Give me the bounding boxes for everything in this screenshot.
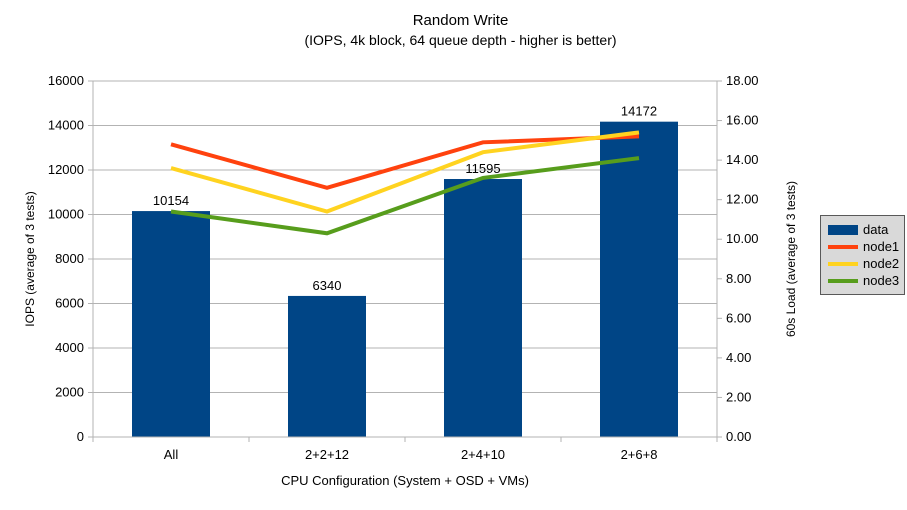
svg-text:16.00: 16.00 [726, 113, 759, 128]
legend-item-data: data [828, 221, 904, 238]
legend-swatch-node3 [828, 278, 858, 283]
svg-text:8000: 8000 [55, 251, 84, 266]
chart-title-block: Random Write (IOPS, 4k block, 64 queue d… [14, 11, 907, 50]
svg-text:0: 0 [77, 429, 84, 444]
svg-text:4000: 4000 [55, 340, 84, 355]
svg-text:2+4+10: 2+4+10 [461, 447, 505, 462]
legend-swatch-node2 [828, 261, 858, 266]
svg-text:18.00: 18.00 [726, 73, 759, 88]
svg-text:12.00: 12.00 [726, 192, 759, 207]
legend: data node1 node2 node3 [820, 215, 905, 295]
legend-swatch-data [828, 224, 858, 235]
axes [88, 80, 722, 442]
line-series [170, 130, 640, 236]
svg-text:2000: 2000 [55, 385, 84, 400]
axis-tick-labels: 0 2000 4000 6000 8000 10000 12000 14000 16000 0.0… [48, 73, 759, 462]
legend-label-node1: node1 [863, 239, 900, 254]
chart-title: Random Write [412, 12, 509, 29]
bar-value-labels: 10154 6340 11595 14172 [153, 104, 657, 293]
svg-text:4.00: 4.00 [726, 350, 751, 365]
legend-label-node2: node2 [863, 256, 900, 271]
legend-item-node1: node1 [828, 238, 904, 255]
legend-item-node3: node3 [828, 272, 904, 289]
svg-text:6000: 6000 [55, 296, 84, 311]
svg-text:8.00: 8.00 [726, 271, 751, 286]
right-axis-title: 60s Load (average of 3 tests) [784, 180, 798, 338]
svg-text:2+6+8: 2+6+8 [621, 447, 658, 462]
svg-text:11595: 11595 [465, 161, 500, 176]
svg-text:6340: 6340 [313, 278, 342, 293]
svg-text:10154: 10154 [153, 193, 189, 208]
svg-text:10.00: 10.00 [726, 231, 759, 246]
bar-series [132, 121, 678, 438]
svg-text:14000: 14000 [48, 118, 84, 133]
svg-text:2+2+12: 2+2+12 [305, 447, 349, 462]
svg-text:0.00: 0.00 [726, 429, 751, 444]
left-axis-title: IOPS (average of 3 tests) [23, 191, 37, 327]
chart-subtitle: (IOPS, 4k block, 64 queue depth - higher… [304, 32, 617, 48]
legend-swatch-node1 [828, 244, 858, 249]
svg-text:All: All [164, 447, 179, 462]
legend-label-node3: node3 [863, 273, 900, 288]
svg-text:10000: 10000 [48, 207, 84, 222]
svg-text:2.00: 2.00 [726, 389, 751, 404]
legend-label-data: data [863, 222, 889, 237]
svg-text:6.00: 6.00 [726, 310, 751, 325]
svg-text:14172: 14172 [621, 104, 657, 119]
svg-text:12000: 12000 [48, 162, 84, 177]
svg-text:16000: 16000 [48, 73, 84, 88]
legend-item-node2: node2 [828, 255, 904, 272]
svg-text:14.00: 14.00 [726, 152, 759, 167]
x-axis-title: CPU Configuration (System + OSD + VMs) [281, 473, 529, 488]
